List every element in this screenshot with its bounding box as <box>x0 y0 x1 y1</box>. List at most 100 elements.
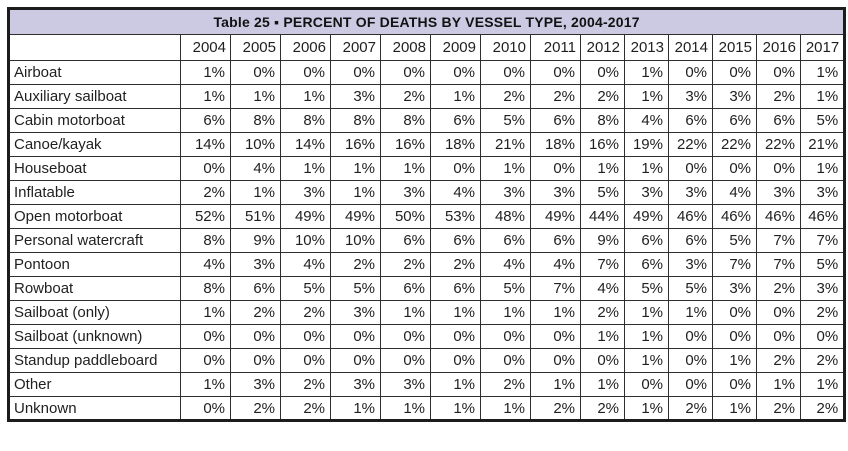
percent-cell: 2% <box>480 372 531 397</box>
year-header-cell: 2016 <box>756 34 801 61</box>
percent-cell: 2% <box>430 252 481 277</box>
percent-cell: 1% <box>330 396 381 421</box>
percent-cell: 4% <box>230 156 281 181</box>
table-row: Unknown 0% 2% 2% 1% 1% 1% 1% 2% 2% 1% 2% 1% 2% 2% <box>8 396 846 421</box>
percent-cell: 1% <box>230 180 281 205</box>
percent-cell: 1% <box>380 156 431 181</box>
percent-cell: 1% <box>799 156 846 181</box>
table-title: Table 25 ▪ PERCENT OF DEATHS BY VESSEL T… <box>7 8 846 35</box>
percent-cell: 2% <box>799 396 846 421</box>
percent-cell: 0% <box>668 324 713 349</box>
percent-cell: 2% <box>230 300 281 325</box>
percent-cell: 2% <box>668 396 713 421</box>
percent-cell: 3% <box>230 372 281 397</box>
percent-cell: 2% <box>280 300 331 325</box>
percent-cell: 10% <box>230 132 281 157</box>
percent-cell: 3% <box>799 180 846 205</box>
percent-cell: 0% <box>756 300 801 325</box>
title-row: Table 25 ▪ PERCENT OF DEATHS BY VESSEL T… <box>7 8 846 35</box>
percent-cell: 1% <box>580 372 625 397</box>
percent-cell: 3% <box>668 180 713 205</box>
percent-cell: 18% <box>430 132 481 157</box>
percent-cell: 6% <box>180 108 231 133</box>
percent-cell: 1% <box>480 396 531 421</box>
percent-cell: 2% <box>580 396 625 421</box>
percent-cell: 6% <box>480 228 531 253</box>
percent-cell: 6% <box>380 228 431 253</box>
percent-cell: 4% <box>480 252 531 277</box>
percent-cell: 0% <box>330 348 381 373</box>
table-row: Other 1% 3% 2% 3% 3% 1% 2% 1% 1% 0% 0% 0% 1% 1% <box>8 372 846 397</box>
percent-cell: 3% <box>330 300 381 325</box>
vessel-type-cell: Sailboat (only) <box>8 300 181 325</box>
percent-cell: 1% <box>530 300 581 325</box>
corner-cell <box>8 34 181 61</box>
percent-cell: 2% <box>799 348 846 373</box>
percent-cell: 0% <box>530 324 581 349</box>
year-header-cell: 2004 <box>180 34 231 61</box>
percent-cell: 1% <box>380 300 431 325</box>
percent-cell: 4% <box>530 252 581 277</box>
percent-cell: 2% <box>380 252 431 277</box>
percent-cell: 2% <box>480 84 531 109</box>
percent-cell: 2% <box>280 372 331 397</box>
vessel-type-cell: Personal watercraft <box>8 228 181 253</box>
vessel-type-cell: Open motorboat <box>8 204 181 229</box>
table-body: Airboat 1% 0% 0% 0% 0% 0% 0% 0% 0% 1% 0% 0% 0% 1% Auxil… <box>8 60 846 421</box>
percent-cell: 44% <box>580 204 625 229</box>
percent-cell: 1% <box>799 60 846 85</box>
percent-cell: 3% <box>330 372 381 397</box>
percent-cell: 0% <box>380 348 431 373</box>
percent-cell: 0% <box>430 60 481 85</box>
percent-cell: 1% <box>530 372 581 397</box>
percent-cell: 8% <box>580 108 625 133</box>
percent-cell: 0% <box>230 324 281 349</box>
percent-cell: 6% <box>530 228 581 253</box>
percent-cell: 21% <box>480 132 531 157</box>
vessel-type-cell: Airboat <box>8 60 181 85</box>
percent-cell: 1% <box>330 180 381 205</box>
year-header-row: 2004 2005 2006 2007 2008 2009 2010 2011 2012 2013… <box>8 34 846 61</box>
year-header-cell: 2005 <box>230 34 281 61</box>
percent-cell: 1% <box>430 372 481 397</box>
percent-cell: 16% <box>380 132 431 157</box>
percent-cell: 6% <box>230 276 281 301</box>
percent-cell: 22% <box>756 132 801 157</box>
percent-cell: 5% <box>580 180 625 205</box>
table-row: Sailboat (only) 1% 2% 2% 3% 1% 1% 1% 1% 2% 1% 1% 0% 0… <box>8 300 846 325</box>
table-row: Airboat 1% 0% 0% 0% 0% 0% 0% 0% 0% 1% 0% 0% 0% 1% <box>8 60 846 85</box>
percent-cell: 50% <box>380 204 431 229</box>
percent-cell: 1% <box>430 396 481 421</box>
percent-cell: 16% <box>580 132 625 157</box>
percent-cell: 0% <box>430 156 481 181</box>
percent-cell: 6% <box>530 108 581 133</box>
table-row: Auxiliary sailboat 1% 1% 1% 3% 2% 1% 2% 2% 2% 1% 3%… <box>8 84 846 109</box>
percent-cell: 4% <box>180 252 231 277</box>
percent-cell: 22% <box>712 132 757 157</box>
vessel-type-cell: Unknown <box>8 396 181 421</box>
percent-cell: 2% <box>380 84 431 109</box>
percent-cell: 2% <box>580 84 625 109</box>
percent-cell: 46% <box>712 204 757 229</box>
percent-cell: 5% <box>712 228 757 253</box>
percent-cell: 8% <box>330 108 381 133</box>
percent-cell: 0% <box>799 324 846 349</box>
percent-cell: 0% <box>530 348 581 373</box>
vessel-type-cell: Sailboat (unknown) <box>8 324 181 349</box>
year-header-cell: 2013 <box>624 34 669 61</box>
percent-cell: 5% <box>624 276 669 301</box>
percent-cell: 3% <box>230 252 281 277</box>
percent-cell: 21% <box>799 132 846 157</box>
percent-cell: 53% <box>430 204 481 229</box>
percent-cell: 7% <box>799 228 846 253</box>
percent-cell: 0% <box>712 324 757 349</box>
vessel-type-cell: Inflatable <box>8 180 181 205</box>
percent-cell: 0% <box>330 324 381 349</box>
percent-cell: 3% <box>668 252 713 277</box>
percent-cell: 8% <box>280 108 331 133</box>
percent-cell: 10% <box>330 228 381 253</box>
year-header-cell: 2015 <box>712 34 757 61</box>
percent-cell: 0% <box>580 348 625 373</box>
percent-cell: 0% <box>530 156 581 181</box>
percent-cell: 2% <box>280 396 331 421</box>
